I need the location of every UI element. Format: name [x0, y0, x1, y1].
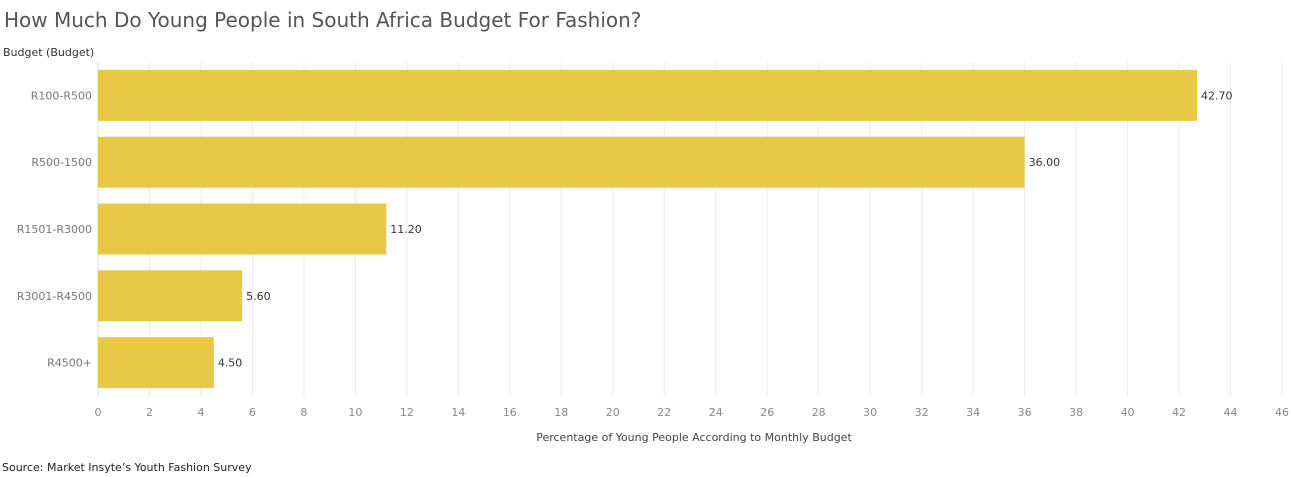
x-tick-label: 38 — [1069, 406, 1083, 419]
y-axis-title: Budget (Budget) — [3, 46, 95, 59]
x-tick-labels: 0 2 4 6 8 10 12 14 16 18 20 22 24 26 28 30 32 34 36 38 40 42 4… — [95, 406, 1290, 419]
x-tick-label: 10 — [348, 406, 362, 419]
x-tick-label: 14 — [451, 406, 465, 419]
x-tick-label: 4 — [197, 406, 204, 419]
x-tick-label: 26 — [760, 406, 774, 419]
x-tick-label: 46 — [1275, 406, 1289, 419]
x-tick-label: 18 — [554, 406, 568, 419]
category-label: R1501-R3000 — [17, 223, 92, 236]
x-tick-label: 16 — [503, 406, 517, 419]
bar — [98, 203, 387, 255]
x-tick-label: 28 — [812, 406, 826, 419]
bar — [98, 136, 1025, 188]
x-tick-label: 34 — [966, 406, 980, 419]
bar — [98, 337, 214, 389]
x-tick-label: 30 — [863, 406, 877, 419]
x-tick-label: 2 — [146, 406, 153, 419]
x-tick-label: 44 — [1224, 406, 1238, 419]
x-tick-label: 36 — [1018, 406, 1032, 419]
data-labels: 42.70 36.00 11.20 5.60 4.50 — [218, 89, 1233, 369]
data-label: 36.00 — [1029, 156, 1061, 169]
x-tick-label: 12 — [400, 406, 414, 419]
chart-title: How Much Do Young People in South Africa… — [4, 8, 642, 32]
bars — [98, 69, 1198, 389]
data-label: 4.50 — [218, 357, 243, 370]
category-label: R500-1500 — [31, 156, 92, 169]
bar — [98, 270, 243, 322]
data-label: 5.60 — [246, 290, 271, 303]
x-tick-label: 0 — [95, 406, 102, 419]
data-label: 11.20 — [390, 223, 422, 236]
x-tick-label: 22 — [657, 406, 671, 419]
x-tick-label: 8 — [300, 406, 307, 419]
x-tick-label: 32 — [915, 406, 929, 419]
category-label: R3001-R4500 — [17, 290, 92, 303]
x-tick-label: 20 — [606, 406, 620, 419]
bar — [98, 69, 1198, 121]
x-tick-label: 24 — [709, 406, 723, 419]
x-tick-label: 42 — [1172, 406, 1186, 419]
data-label: 42.70 — [1201, 89, 1233, 102]
x-axis-title: Percentage of Young People According to … — [536, 431, 852, 444]
source-note: Source: Market Insyte’s Youth Fashion Su… — [2, 461, 252, 474]
category-label: R100-R500 — [31, 89, 92, 102]
x-tick-label: 6 — [249, 406, 256, 419]
x-tick-label: 40 — [1121, 406, 1135, 419]
category-labels: R100-R500 R500-1500 R1501-R3000 R3001-R4500… — [17, 89, 92, 369]
category-label: R4500+ — [47, 357, 92, 370]
